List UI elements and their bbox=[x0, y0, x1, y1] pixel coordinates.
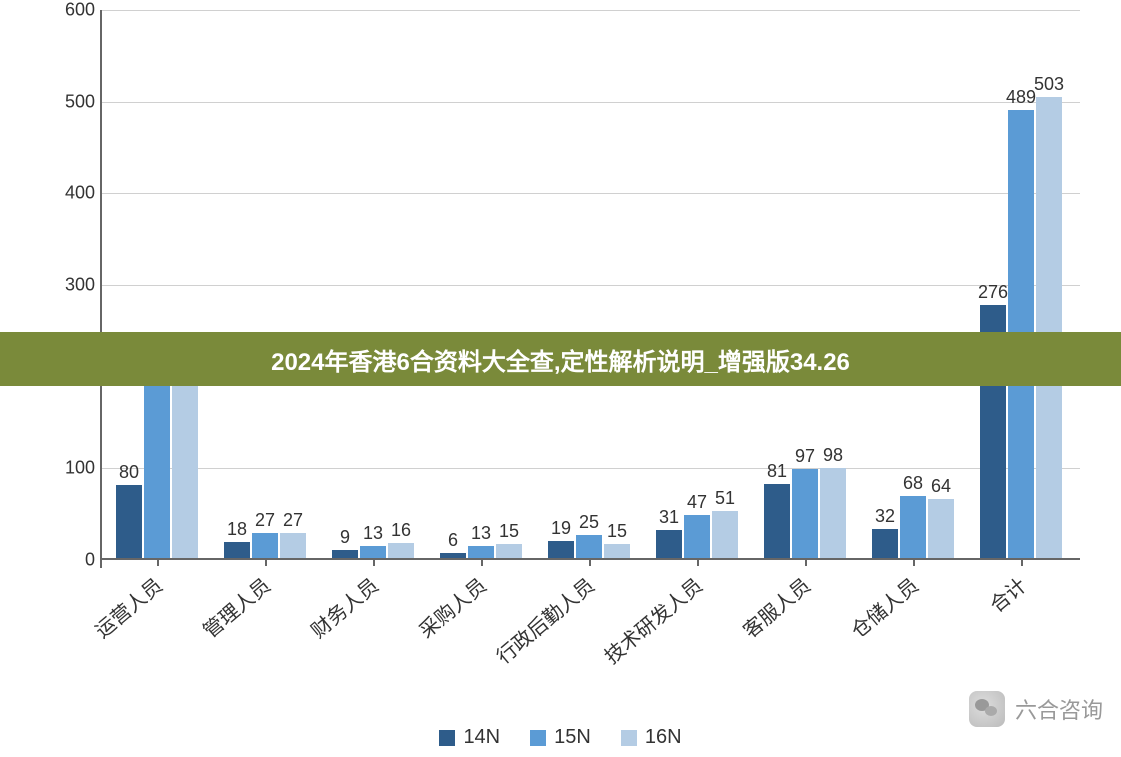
bar: 80 bbox=[116, 485, 142, 558]
watermark-text: 六合咨询 bbox=[1015, 693, 1103, 725]
bar-value-label: 47 bbox=[687, 492, 707, 513]
bar-value-label: 81 bbox=[767, 461, 787, 482]
bar: 18 bbox=[224, 542, 250, 559]
bar-group: 80199217 bbox=[116, 359, 198, 558]
bar-value-label: 51 bbox=[715, 488, 735, 509]
bar-value-label: 25 bbox=[579, 512, 599, 533]
x-category-label: 行政后勤人员 bbox=[489, 570, 600, 669]
bar-value-label: 98 bbox=[823, 445, 843, 466]
plot-area: 8019921718272791316613151925153147518197… bbox=[100, 10, 1080, 560]
bar: 81 bbox=[764, 484, 790, 558]
bar-value-label: 13 bbox=[363, 523, 383, 544]
bar-value-label: 16 bbox=[391, 520, 411, 541]
bar: 31 bbox=[656, 530, 682, 558]
bar: 51 bbox=[712, 511, 738, 558]
bar-group: 182727 bbox=[224, 533, 306, 558]
legend-swatch bbox=[621, 730, 637, 746]
bar-value-label: 64 bbox=[931, 476, 951, 497]
bar-value-label: 276 bbox=[978, 282, 1008, 303]
bar: 199 bbox=[144, 376, 170, 558]
chart-container: 8019921718272791316613151925153147518197… bbox=[50, 10, 1080, 610]
bar: 217 bbox=[172, 359, 198, 558]
legend-label: 16N bbox=[645, 726, 682, 749]
x-category-label: 客服人员 bbox=[736, 570, 816, 644]
watermark: 六合咨询 bbox=[969, 691, 1103, 727]
x-category-label: 技术研发人员 bbox=[597, 570, 708, 669]
bar-value-label: 6 bbox=[448, 530, 458, 551]
bar: 503 bbox=[1036, 97, 1062, 558]
x-category-label: 管理人员 bbox=[196, 570, 276, 644]
x-category-label: 运营人员 bbox=[88, 570, 168, 644]
bar: 15 bbox=[496, 544, 522, 558]
bar: 15 bbox=[604, 544, 630, 558]
bar-value-label: 68 bbox=[903, 473, 923, 494]
bar: 16 bbox=[388, 543, 414, 558]
bar: 6 bbox=[440, 553, 466, 559]
bar: 25 bbox=[576, 535, 602, 558]
bar-group: 61315 bbox=[440, 544, 522, 558]
bar-group: 326864 bbox=[872, 496, 954, 558]
bar: 32 bbox=[872, 529, 898, 558]
bar: 13 bbox=[360, 546, 386, 558]
wechat-icon bbox=[969, 691, 1005, 727]
legend: 14N 15N 16N bbox=[0, 726, 1121, 749]
bar-value-label: 27 bbox=[283, 510, 303, 531]
bar: 27 bbox=[280, 533, 306, 558]
bar-value-label: 97 bbox=[795, 446, 815, 467]
bar-value-label: 489 bbox=[1006, 87, 1036, 108]
x-category-label: 采购人员 bbox=[412, 570, 492, 644]
y-tick-label: 0 bbox=[50, 550, 95, 571]
bar-value-label: 31 bbox=[659, 507, 679, 528]
bar: 27 bbox=[252, 533, 278, 558]
gridline bbox=[102, 193, 1080, 194]
legend-label: 14N bbox=[463, 726, 500, 749]
bar-group: 276489503 bbox=[980, 97, 1062, 558]
x-category-label: 财务人员 bbox=[304, 570, 384, 644]
x-category-label: 仓储人员 bbox=[844, 570, 924, 644]
overlay-banner: 2024年香港6合资料大全查,定性解析说明_增强版34.26 bbox=[0, 332, 1121, 386]
bar: 97 bbox=[792, 469, 818, 558]
bar: 98 bbox=[820, 468, 846, 558]
bar-group: 819798 bbox=[764, 468, 846, 558]
overlay-banner-text: 2024年香港6合资料大全查,定性解析说明_增强版34.26 bbox=[271, 342, 850, 377]
bar-value-label: 19 bbox=[551, 518, 571, 539]
y-tick-label: 500 bbox=[50, 91, 95, 112]
bar-value-label: 32 bbox=[875, 506, 895, 527]
gridline bbox=[102, 102, 1080, 103]
y-tick-label: 600 bbox=[50, 0, 95, 21]
bar: 64 bbox=[928, 499, 954, 558]
bar-value-label: 15 bbox=[607, 521, 627, 542]
legend-item: 16N bbox=[621, 726, 682, 749]
bar: 9 bbox=[332, 550, 358, 558]
bar-value-label: 503 bbox=[1034, 74, 1064, 95]
bar-value-label: 80 bbox=[119, 462, 139, 483]
x-category-label: 合计 bbox=[982, 570, 1031, 618]
gridline bbox=[102, 468, 1080, 469]
bar-value-label: 27 bbox=[255, 510, 275, 531]
legend-item: 14N bbox=[439, 726, 500, 749]
y-tick-label: 400 bbox=[50, 183, 95, 204]
bar-group: 314751 bbox=[656, 511, 738, 558]
legend-swatch bbox=[530, 730, 546, 746]
bar-value-label: 18 bbox=[227, 519, 247, 540]
y-tick-label: 300 bbox=[50, 275, 95, 296]
legend-label: 15N bbox=[554, 726, 591, 749]
bar-value-label: 9 bbox=[340, 527, 350, 548]
gridline bbox=[102, 285, 1080, 286]
y-tick-label: 100 bbox=[50, 458, 95, 479]
bar: 68 bbox=[900, 496, 926, 558]
bar-group: 91316 bbox=[332, 543, 414, 558]
legend-item: 15N bbox=[530, 726, 591, 749]
bar-value-label: 15 bbox=[499, 521, 519, 542]
bar: 47 bbox=[684, 515, 710, 558]
bar-value-label: 13 bbox=[471, 523, 491, 544]
bar: 19 bbox=[548, 541, 574, 558]
gridline bbox=[102, 10, 1080, 11]
bar-group: 192515 bbox=[548, 535, 630, 558]
bar: 13 bbox=[468, 546, 494, 558]
legend-swatch bbox=[439, 730, 455, 746]
